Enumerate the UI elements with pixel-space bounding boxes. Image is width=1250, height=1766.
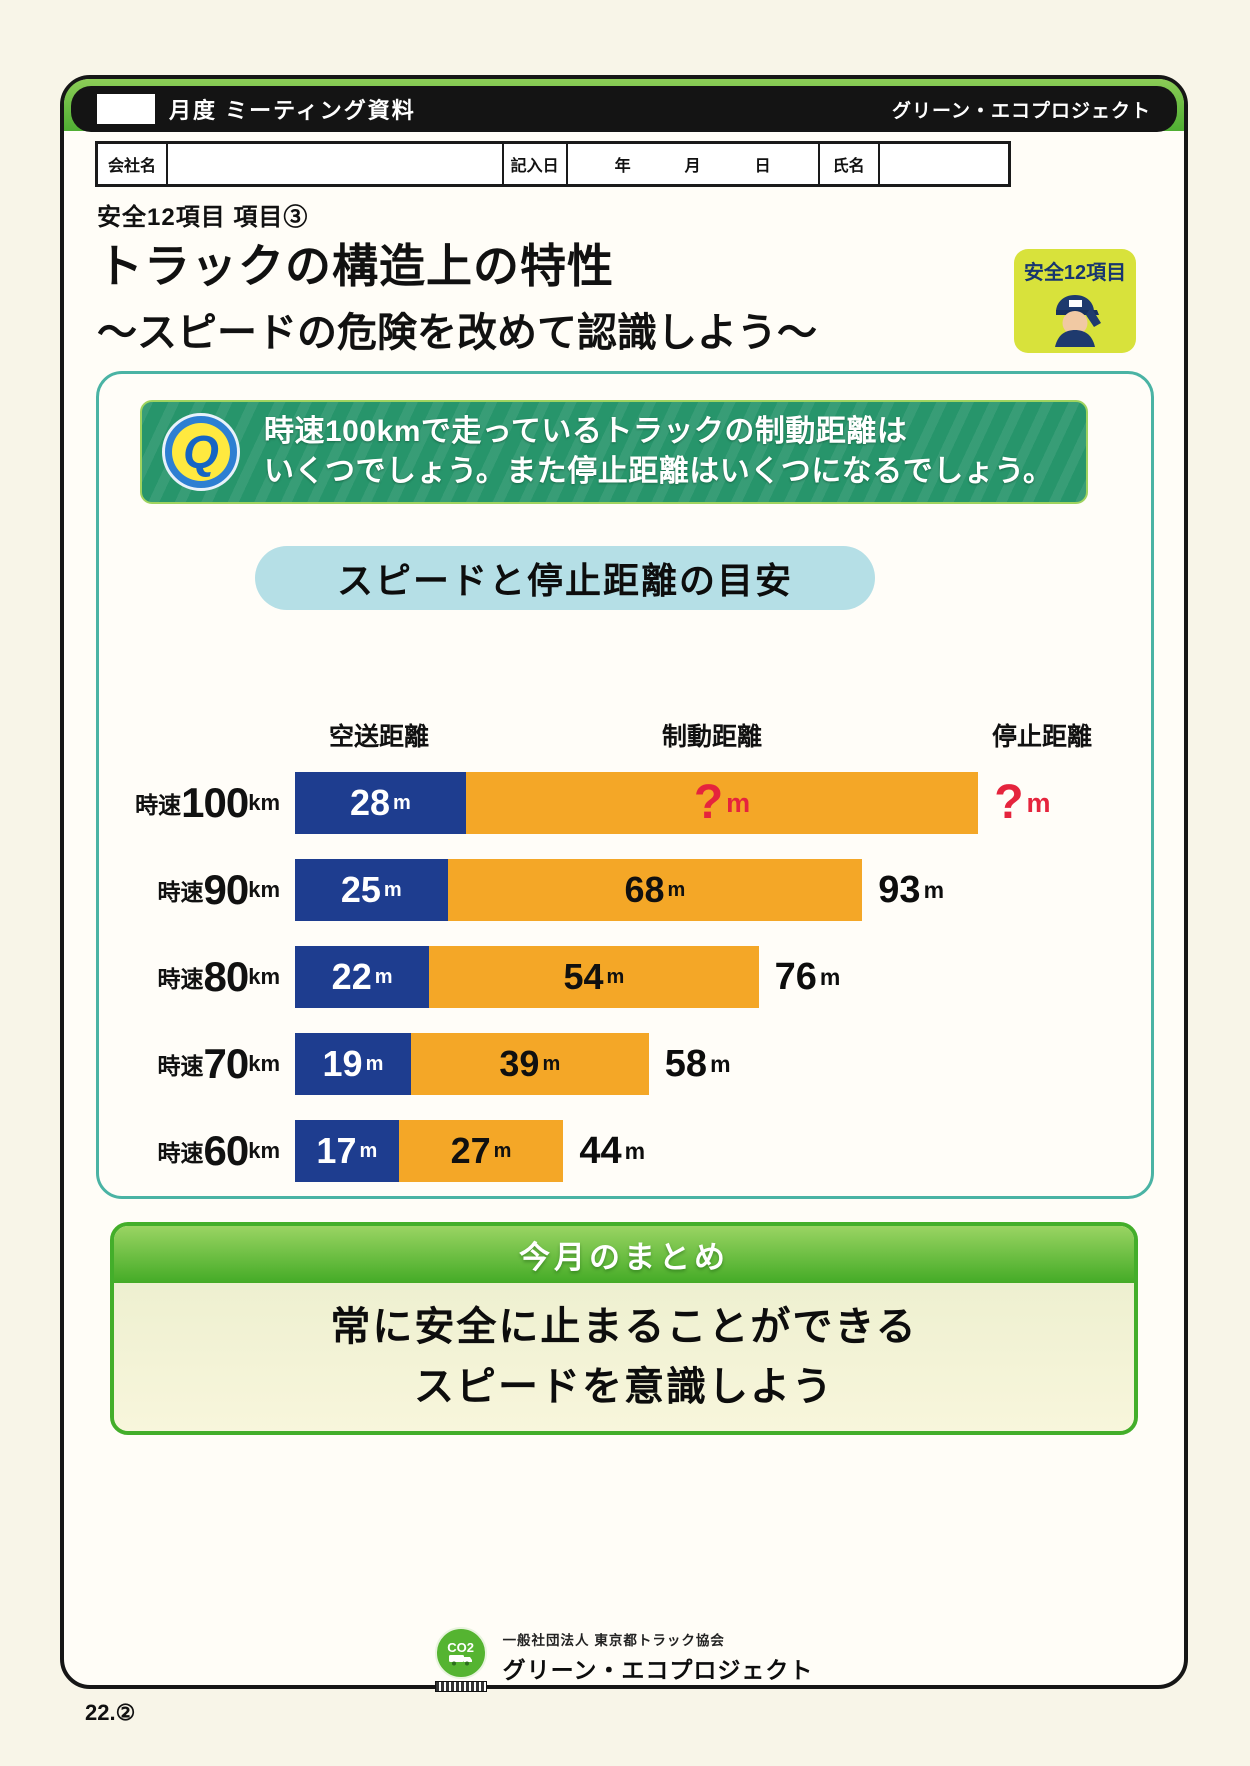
stopping-distance-label: 76 m — [774, 956, 841, 998]
stopping-distance-label: 58 m — [664, 1043, 731, 1085]
stopping-distance-label: 44 m — [579, 1130, 646, 1172]
bar-row: 時速 80 km 22 m 54 m 76 m — [99, 946, 1151, 1008]
name-label: 氏名 — [820, 144, 880, 184]
truck-icon — [448, 1654, 472, 1665]
summary-line-1: 常に安全に止まることができる — [330, 1305, 918, 1349]
bar-row: 時速 100 km 28 m? m? m — [99, 772, 1151, 834]
q-letter: Q — [183, 426, 219, 478]
title-block: 安全12項目 項目③ トラックの構造上の特性 〜スピードの危険を改めて認識しよう… — [97, 197, 977, 358]
summary-heading: 今月のまとめ — [114, 1226, 1134, 1283]
page-frame: 月度 ミーティング資料 グリーン・エコプロジェクト 会社名 記入日 年 月 日 … — [60, 75, 1188, 1692]
stopping-distance-label: ? m — [994, 776, 1051, 829]
day-label: 日 — [754, 158, 771, 175]
page-title: トラックの構造上の特性 — [97, 240, 614, 292]
free-running-bar: 19 m — [295, 1033, 411, 1095]
question-line-2: いくつでしょう。また停止距離はいくつになるでしょう。 — [264, 455, 1054, 488]
summary-box: 今月のまとめ 常に安全に止まることができる スピードを意識しよう — [110, 1222, 1138, 1435]
free-running-bar: 25 m — [295, 859, 448, 921]
badge-label: 安全12項目 — [1023, 262, 1127, 284]
footer-brand: グリーン・エコプロジェクト — [502, 1657, 814, 1683]
speed-label: 時速 70 km — [157, 1040, 280, 1087]
footer-org: 一般社団法人 東京都トラック協会 — [502, 1633, 725, 1648]
stopping-distance-label: 93 m — [878, 869, 945, 911]
saluting-worker-icon — [1041, 285, 1109, 352]
company-input-cell[interactable] — [168, 144, 504, 184]
braking-bar: ? m — [465, 772, 979, 834]
free-running-bar: 17 m — [295, 1120, 399, 1182]
free-running-bar: 28 m — [295, 772, 466, 834]
question-icon: Q — [162, 413, 240, 491]
column-header-stopping: 停止距離 — [991, 723, 1092, 751]
footer-text: 一般社団法人 東京都トラック協会 グリーン・エコプロジェクト — [503, 1627, 814, 1685]
speed-label: 時速 80 km — [157, 953, 280, 1000]
chart-card: Q 時速100kmで走っているトラックの制動距離は いくつでしょう。また停止距離… — [96, 371, 1154, 1199]
speed-label: 時速 90 km — [157, 866, 280, 913]
category-heading: 安全12項目 項目③ — [97, 204, 309, 231]
safety-12-badge: 安全12項目 — [1014, 249, 1136, 353]
summary-line-2: スピードを意識しよう — [414, 1365, 834, 1409]
co2-circle-icon: CO2 — [434, 1627, 487, 1679]
name-input-cell[interactable] — [880, 144, 1008, 184]
header-bar: 月度 ミーティング資料 グリーン・エコプロジェクト — [71, 86, 1177, 132]
question-text: 時速100kmで走っているトラックの制動距離は いくつでしょう。また停止距離はい… — [264, 412, 1053, 491]
bar-row: 時速 70 km 19 m 39 m 58 m — [99, 1033, 1151, 1095]
braking-bar: 39 m — [410, 1033, 649, 1095]
co2-text: CO2 — [447, 1639, 474, 1655]
month-label: 月 — [684, 158, 701, 175]
bar-rows: 時速 100 km 28 m? m? m 時速 90 km 25 m 68 m 93 m 時速 80 km 22 m 54… — [99, 772, 1151, 1207]
month-write-in-box[interactable] — [97, 94, 155, 124]
summary-body: 常に安全に止まることができる スピードを意識しよう — [114, 1283, 1134, 1431]
column-header-braking: 制動距離 — [661, 723, 762, 751]
braking-bar: 27 m — [398, 1120, 564, 1182]
bar-row: 時速 60 km 17 m 27 m 44 m — [99, 1120, 1151, 1182]
braking-bar: 54 m — [429, 946, 759, 1008]
header-title: 月度 ミーティング資料 — [169, 98, 416, 123]
co2-tagline-micro-label — [434, 1681, 487, 1692]
bar-row: 時速 90 km 25 m 68 m 93 m — [99, 859, 1151, 921]
info-form-table: 会社名 記入日 年 月 日 氏名 — [95, 141, 1011, 187]
header-brand: グリーン・エコプロジェクト — [891, 100, 1151, 122]
co2-logo: CO2 — [434, 1627, 487, 1692]
year-label: 年 — [614, 158, 631, 175]
free-running-bar: 22 m — [295, 946, 430, 1008]
page-number: 22.② — [85, 1700, 136, 1725]
date-label: 記入日 — [504, 144, 568, 184]
question-line-1: 時速100kmで走っているトラックの制動距離は — [264, 415, 908, 449]
company-label: 会社名 — [98, 144, 168, 184]
column-header-free-running: 空送距離 — [328, 723, 429, 751]
date-input-cell[interactable]: 年 月 日 — [568, 144, 820, 184]
speed-label: 時速 100 km — [135, 779, 280, 826]
footer: CO2 一般社団法人 東京都トラック協会 グリーン・エコプロジェクト — [64, 1627, 1184, 1692]
question-banner: Q 時速100kmで走っているトラックの制動距離は いくつでしょう。また停止距離… — [140, 400, 1088, 504]
braking-bar: 68 m — [447, 859, 863, 921]
page-subtitle: 〜スピードの危険を改めて認識しよう〜 — [97, 311, 817, 356]
chart-title: スピードと停止距離の目安 — [255, 546, 875, 610]
speed-label: 時速 60 km — [157, 1127, 280, 1174]
